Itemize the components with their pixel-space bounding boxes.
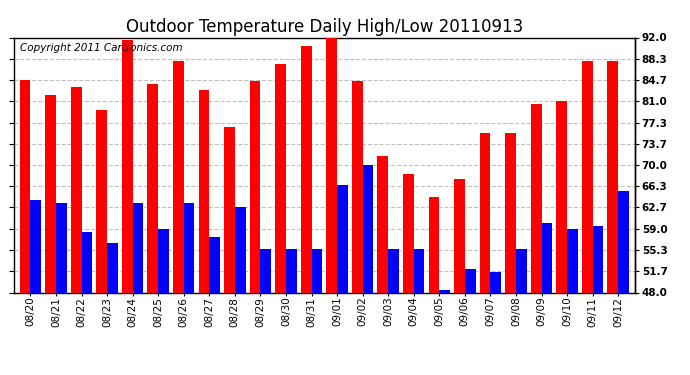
Bar xyxy=(301,46,311,292)
Bar xyxy=(286,249,297,292)
Bar xyxy=(618,191,629,292)
Bar xyxy=(567,229,578,292)
Bar xyxy=(30,200,41,292)
Bar xyxy=(250,81,260,292)
Bar xyxy=(132,202,144,292)
Bar xyxy=(260,249,271,292)
Bar xyxy=(480,133,491,292)
Bar xyxy=(363,165,373,292)
Bar xyxy=(81,232,92,292)
Bar xyxy=(607,61,618,292)
Bar xyxy=(377,156,388,292)
Bar xyxy=(428,197,440,292)
Bar xyxy=(46,96,56,292)
Bar xyxy=(184,202,195,292)
Bar xyxy=(542,223,552,292)
Bar xyxy=(556,101,567,292)
Bar xyxy=(491,272,501,292)
Bar xyxy=(531,104,542,292)
Bar xyxy=(173,61,184,292)
Bar xyxy=(454,180,465,292)
Bar xyxy=(56,202,67,292)
Bar xyxy=(71,87,81,292)
Bar xyxy=(403,174,414,292)
Bar xyxy=(122,40,132,292)
Text: Copyright 2011 Cartronics.com: Copyright 2011 Cartronics.com xyxy=(20,43,183,52)
Bar xyxy=(505,133,516,292)
Bar xyxy=(593,226,603,292)
Bar xyxy=(209,237,220,292)
Bar xyxy=(275,64,286,292)
Bar xyxy=(107,243,118,292)
Bar xyxy=(199,90,209,292)
Bar xyxy=(352,81,363,292)
Bar xyxy=(97,110,107,292)
Title: Outdoor Temperature Daily High/Low 20110913: Outdoor Temperature Daily High/Low 20110… xyxy=(126,18,523,36)
Bar xyxy=(326,32,337,292)
Bar xyxy=(311,249,322,292)
Bar xyxy=(20,80,30,292)
Bar xyxy=(465,269,475,292)
Bar xyxy=(337,185,348,292)
Bar xyxy=(235,207,246,292)
Bar xyxy=(414,249,424,292)
Bar xyxy=(582,61,593,292)
Bar xyxy=(516,249,526,292)
Bar xyxy=(158,229,169,292)
Bar xyxy=(388,249,399,292)
Bar xyxy=(148,84,158,292)
Bar xyxy=(224,128,235,292)
Bar xyxy=(440,290,450,292)
